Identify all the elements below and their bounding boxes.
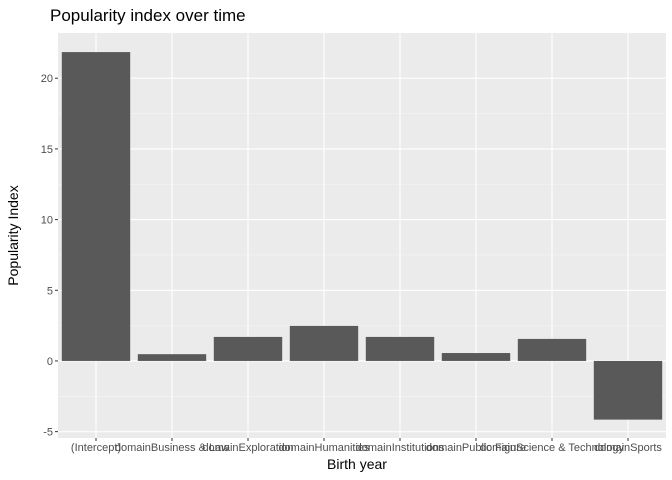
bars [61,52,663,420]
x-tick-label: domainHumanities [278,442,370,454]
y-tick-label: 20 [41,73,53,85]
bar [441,353,511,361]
y-axis-title: Popularity Index [5,185,21,285]
bar [593,360,663,420]
y-tick-label: -5 [43,427,53,439]
bar [365,336,435,361]
x-axis-title: Birth year [327,456,387,472]
minor-gridlines [58,113,666,397]
bar [517,338,587,361]
bar [213,336,283,361]
y-axis-ticks: -5 0 5 10 15 20 [41,73,58,439]
x-tick-label: domainBusiness & Law [115,442,229,454]
y-tick-label: 5 [47,285,53,297]
bar [137,354,207,361]
x-tick-label: domainExploration [202,442,293,454]
x-tick-label: domainSports [594,442,662,454]
x-tick-label: (Intercept) [71,442,121,454]
x-tick-label: domainPublic Figure [426,442,526,454]
y-tick-label: 0 [47,356,53,368]
bar [289,325,359,361]
plot-panel [58,33,666,438]
y-tick-label: 15 [41,144,53,156]
y-tick-label: 10 [41,215,53,227]
x-tick-label: domainInstitutions [356,442,445,454]
x-axis-ticks: (Intercept)domainBusiness & LawdomainExp… [71,438,662,454]
bar [61,52,131,361]
chart-title: Popularity index over time [50,6,246,25]
x-tick-label: domainScience & Technology [480,442,625,454]
